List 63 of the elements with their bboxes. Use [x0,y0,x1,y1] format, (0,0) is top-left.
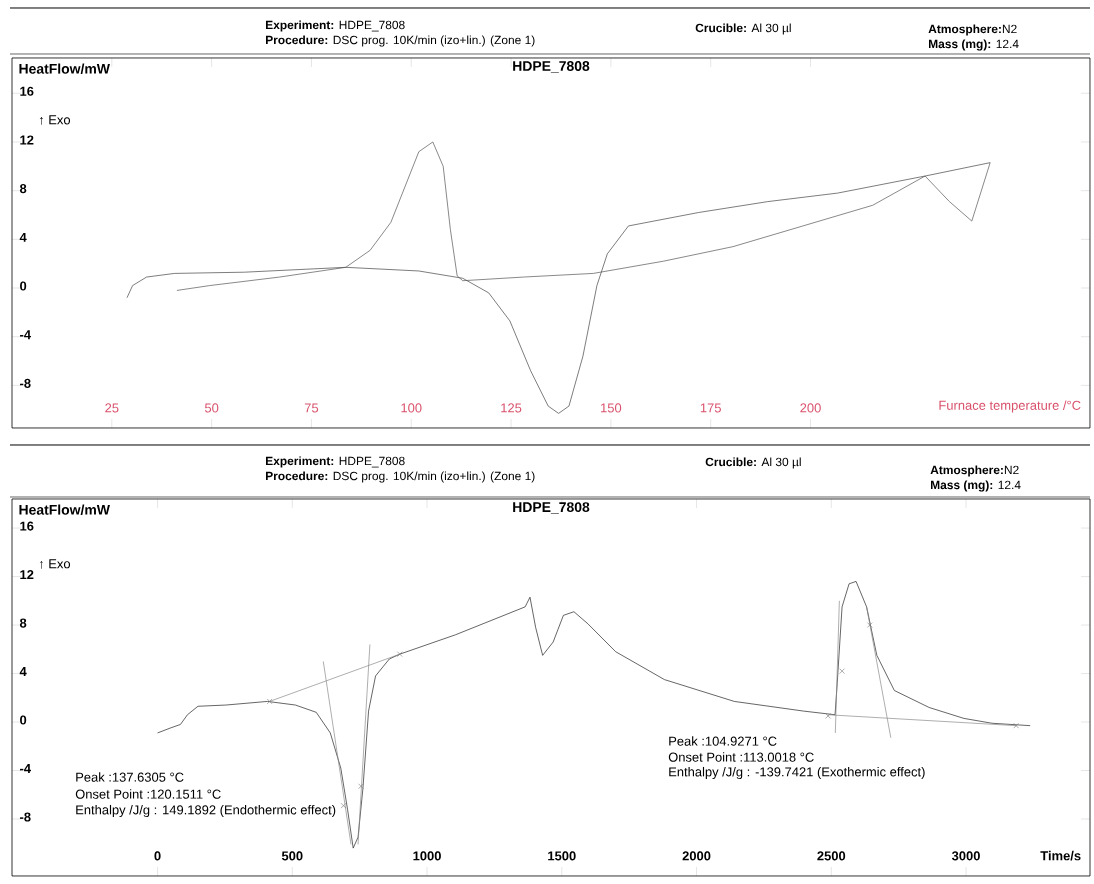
y-tick-label: -8 [20,812,31,822]
x-tick-label: 150 [601,403,622,413]
y-axis-title: HeatFlow/mW [19,504,110,515]
y-tick-label: -4 [20,330,31,340]
x-tick-label: 25 [105,403,119,413]
annotation: Peak :104.9271 °C [669,736,777,746]
annotation: Enthalpy /J/g : 149.1892 (Endothermic effect) [76,804,336,818]
annotation: Onset Point :120.1511 °C [75,789,221,799]
x-tick-label: 2000 [682,851,711,861]
text: Mass (mg): 12.4 [931,480,1021,492]
annotation: ↑ Exo [39,559,71,569]
x-axis-title: Time/s [1040,850,1081,861]
y-tick-label: 0 [20,715,27,725]
x-tick-label: 1500 [548,851,576,861]
text: Experiment: HDPE_7808 [266,456,405,468]
x-tick-label: 175 [700,403,721,413]
chart-title: HDPE_7808 [513,61,590,73]
y-tick-label: 8 [19,618,27,628]
chart-title: HDPE_7808 [513,502,590,514]
x-tick-label: 200 [800,403,821,413]
x-tick-label: 500 [281,851,303,861]
y-tick-label: 4 [19,667,27,676]
point [839,668,845,674]
x-tick-label: 125 [501,403,522,413]
line-series [176,141,991,291]
x-tick-label: 0 [154,851,161,861]
line-series [126,162,991,414]
x-tick-label: 3000 [951,851,980,861]
text: Crucible: Al 30 µl [705,457,801,469]
text: Procedure: DSC prog. 10K/min (izo+lin.) (Zone 1) [266,35,535,47]
y-tick-label: 0 [20,281,27,291]
y-tick-label: 16 [20,86,34,96]
annotation: Peak :137.6305 °C [76,772,184,782]
point [397,651,403,657]
x-tick-label: 2500 [817,851,846,861]
text: Atmosphere:N2 [928,24,1017,36]
y-tick-label: 12 [20,570,34,580]
x-tick-label: 50 [204,403,219,413]
y-tick-label: 4 [19,232,27,242]
x-tick-label: 1000 [413,851,441,861]
y-tick-label: -4 [20,764,31,773]
annotation: ↑ Exo [39,115,71,125]
text: Mass (mg): 12.4 [929,39,1019,51]
y-tick-label: -8 [20,378,31,388]
point [266,698,273,705]
text: Crucible: Al 30 µl [695,23,791,35]
annotation: Onset Point :113.0018 °C [668,752,814,762]
x-tick-label: 100 [401,403,422,413]
x-axis-title: Furnace temperature /°C [939,400,1081,413]
point [825,713,831,719]
point [867,622,873,628]
y-tick-label: 8 [19,184,27,194]
y-tick-label: 12 [20,135,34,145]
text: Experiment: HDPE_7808 [266,20,405,32]
point [340,802,347,809]
point [358,783,364,790]
text: Procedure: DSC prog. 10K/min (izo+lin.) (Zone 1) [266,471,535,483]
y-axis-title: HeatFlow/mW [19,63,110,74]
annotation: Enthalpy /J/g : -139.7421 (Exothermic effect) [669,766,925,780]
text: Atmosphere:N2 [930,465,1019,477]
y-tick-label: 16 [20,521,34,531]
point [1013,722,1019,729]
x-tick-label: 75 [304,403,319,413]
